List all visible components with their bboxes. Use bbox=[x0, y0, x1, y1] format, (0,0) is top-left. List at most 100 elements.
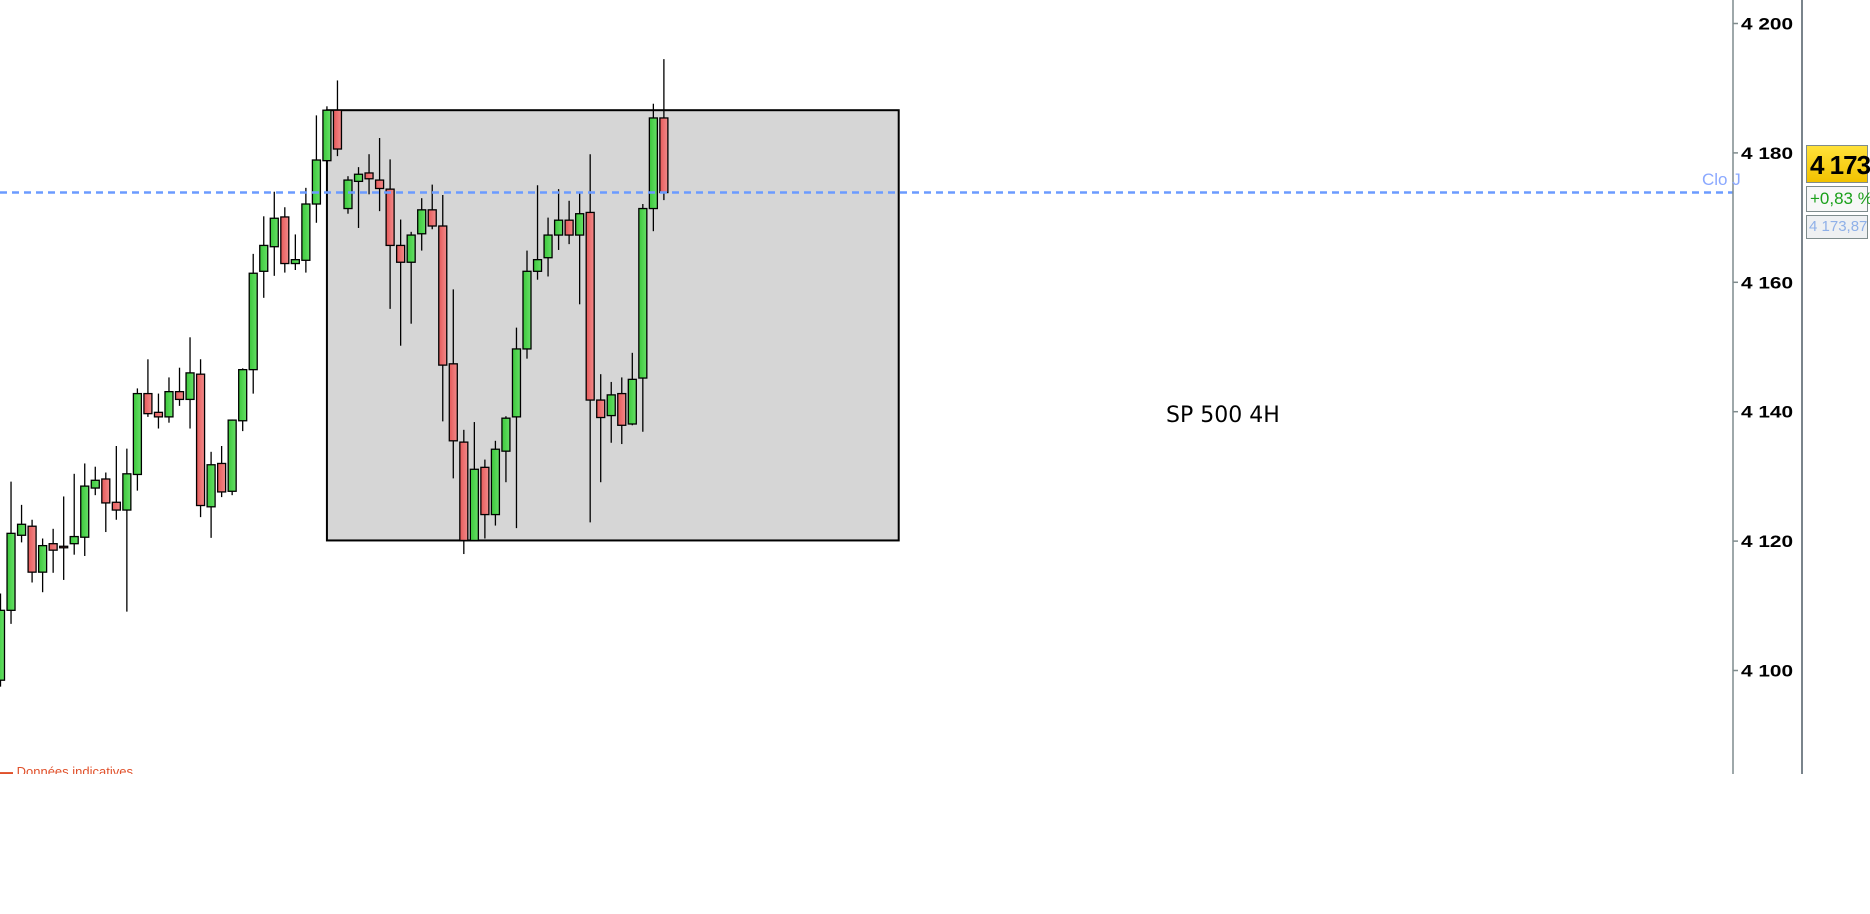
disclaimer-label: Données indicatives bbox=[16, 764, 133, 774]
candle bbox=[0, 593, 6, 687]
candle-body-up bbox=[575, 213, 585, 236]
candle-body-up bbox=[343, 179, 353, 210]
candle bbox=[132, 388, 143, 491]
candle bbox=[385, 159, 395, 309]
candle-body-up bbox=[522, 270, 532, 350]
candle-body-up bbox=[543, 234, 553, 259]
candle-body-up bbox=[164, 390, 174, 418]
price-axis: 4 100 4 120 4 140 4 160 4 180 4 200 bbox=[1732, 0, 1803, 774]
candle bbox=[227, 419, 237, 496]
candle-body-down bbox=[216, 462, 227, 493]
candle bbox=[469, 422, 480, 542]
candle bbox=[59, 496, 69, 580]
candle bbox=[143, 359, 153, 417]
y-tick-label: 4 200 bbox=[1741, 15, 1793, 34]
candle bbox=[90, 466, 100, 496]
candle-body-up bbox=[69, 535, 79, 545]
candle bbox=[343, 176, 353, 214]
last-price-main: 4 173,8 bbox=[1810, 150, 1870, 180]
candle-body-up bbox=[206, 464, 216, 508]
candle-body-down bbox=[617, 392, 627, 426]
candle bbox=[522, 250, 532, 359]
candle bbox=[290, 234, 300, 271]
candle bbox=[501, 416, 511, 483]
change-percent-tag: +0,83 % bbox=[1806, 186, 1870, 212]
candle-body-down bbox=[564, 219, 574, 236]
candle-body-down bbox=[153, 411, 164, 418]
candle-body-up bbox=[37, 544, 48, 573]
candle-body-down bbox=[427, 209, 437, 227]
candle bbox=[606, 381, 616, 443]
candle-body-up bbox=[269, 217, 279, 248]
candle bbox=[48, 528, 58, 573]
candle bbox=[638, 204, 648, 432]
candle-body-up bbox=[490, 448, 501, 516]
chart-annotation: SP 500 4H bbox=[1166, 403, 1280, 428]
candle bbox=[111, 445, 121, 520]
candle bbox=[37, 538, 48, 593]
candle bbox=[406, 231, 416, 324]
candle bbox=[596, 374, 606, 483]
candle-body-up bbox=[417, 209, 427, 235]
candle-body-down bbox=[27, 525, 37, 573]
candle bbox=[627, 352, 637, 426]
last-price-tag: 4 173,87 bbox=[1806, 145, 1870, 183]
candle-body-down bbox=[332, 109, 343, 150]
y-tick-label: 4 160 bbox=[1741, 273, 1793, 292]
candle-body-up bbox=[648, 117, 659, 210]
y-tick-label: 4 180 bbox=[1741, 144, 1793, 163]
candle-body-down bbox=[596, 399, 606, 419]
candle-body-down bbox=[448, 363, 458, 442]
candle-body-down bbox=[174, 390, 185, 401]
candle bbox=[248, 253, 258, 394]
candle-body-down bbox=[659, 117, 669, 194]
candle-body-down bbox=[280, 216, 290, 265]
candle-body-up bbox=[290, 259, 300, 265]
candle bbox=[153, 393, 164, 429]
candle bbox=[27, 519, 37, 583]
candle-body-down bbox=[395, 244, 406, 263]
candle bbox=[322, 106, 332, 162]
candle bbox=[185, 337, 195, 429]
candle bbox=[585, 154, 595, 523]
candle bbox=[480, 459, 490, 539]
candle-body-down bbox=[195, 373, 206, 507]
candle bbox=[6, 481, 16, 624]
candle bbox=[395, 219, 406, 346]
candle bbox=[575, 192, 585, 305]
candle-body-down bbox=[585, 211, 595, 401]
candle-body-up bbox=[406, 234, 416, 263]
candle-body-up bbox=[122, 473, 132, 511]
range-box[interactable] bbox=[325, 109, 900, 542]
candle-body-down bbox=[48, 543, 58, 551]
candle-body-up bbox=[627, 378, 637, 425]
candle-body-up bbox=[553, 219, 564, 236]
candle bbox=[122, 448, 132, 612]
candle-body-down bbox=[59, 545, 69, 549]
candle bbox=[195, 359, 206, 518]
candle bbox=[511, 327, 522, 529]
candle-body-up bbox=[311, 159, 322, 205]
y-tick-label: 4 140 bbox=[1741, 403, 1793, 422]
candle bbox=[648, 103, 659, 232]
candle bbox=[301, 187, 311, 273]
candle bbox=[364, 154, 374, 195]
candle bbox=[353, 167, 364, 228]
candle bbox=[216, 445, 227, 498]
candle bbox=[374, 138, 385, 212]
candle bbox=[553, 189, 564, 250]
candle-body-up bbox=[90, 479, 100, 489]
previous-value-tag: 4 173,87 bbox=[1806, 215, 1868, 239]
candle-body-up bbox=[132, 392, 143, 476]
candle bbox=[659, 59, 669, 201]
candle-body-up bbox=[6, 532, 16, 611]
candle-body-up bbox=[501, 417, 511, 452]
candle-body-down bbox=[143, 392, 153, 415]
candle bbox=[259, 216, 269, 298]
candle-body-down bbox=[385, 188, 395, 247]
candle bbox=[332, 80, 343, 157]
candle-body-down bbox=[364, 172, 374, 180]
candle-body-up bbox=[238, 368, 248, 422]
candle-body-up bbox=[185, 372, 195, 401]
candle-body-up bbox=[532, 259, 543, 272]
